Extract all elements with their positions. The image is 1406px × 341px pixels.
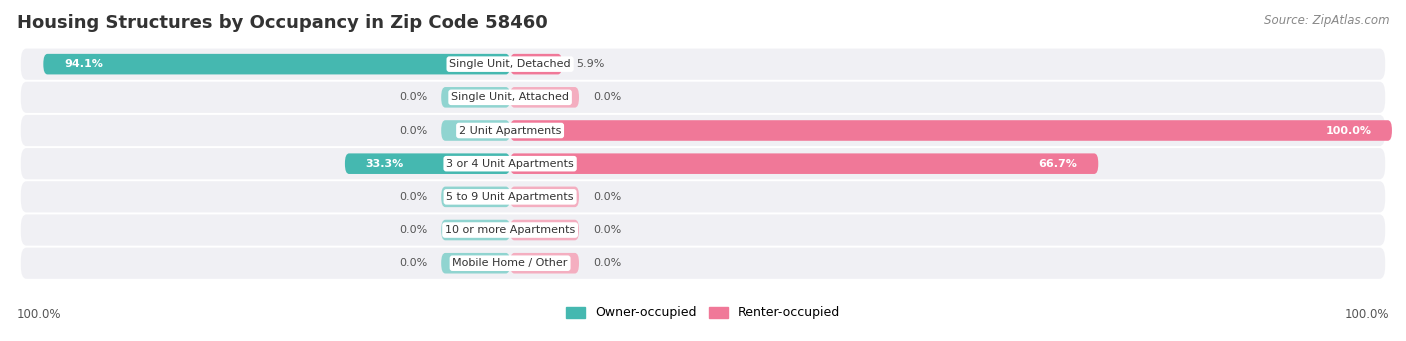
FancyBboxPatch shape [21, 148, 1385, 179]
Text: 0.0%: 0.0% [593, 192, 621, 202]
Text: 0.0%: 0.0% [399, 92, 427, 102]
Text: 0.0%: 0.0% [399, 192, 427, 202]
FancyBboxPatch shape [510, 153, 1098, 174]
Text: 0.0%: 0.0% [593, 92, 621, 102]
Text: 0.0%: 0.0% [399, 225, 427, 235]
Text: 94.1%: 94.1% [65, 59, 103, 69]
FancyBboxPatch shape [21, 181, 1385, 212]
FancyBboxPatch shape [21, 115, 1385, 146]
Text: 5 to 9 Unit Apartments: 5 to 9 Unit Apartments [446, 192, 574, 202]
FancyBboxPatch shape [441, 187, 510, 207]
FancyBboxPatch shape [510, 187, 579, 207]
FancyBboxPatch shape [510, 120, 1392, 141]
FancyBboxPatch shape [441, 220, 510, 240]
FancyBboxPatch shape [510, 54, 562, 74]
Text: Mobile Home / Other: Mobile Home / Other [453, 258, 568, 268]
Text: 33.3%: 33.3% [366, 159, 404, 169]
Text: Single Unit, Attached: Single Unit, Attached [451, 92, 569, 102]
Text: 10 or more Apartments: 10 or more Apartments [444, 225, 575, 235]
Text: 0.0%: 0.0% [399, 125, 427, 135]
FancyBboxPatch shape [510, 253, 579, 273]
Text: 100.0%: 100.0% [1344, 308, 1389, 321]
Text: 0.0%: 0.0% [593, 258, 621, 268]
Text: Housing Structures by Occupancy in Zip Code 58460: Housing Structures by Occupancy in Zip C… [17, 14, 547, 32]
FancyBboxPatch shape [21, 214, 1385, 246]
Text: Single Unit, Detached: Single Unit, Detached [450, 59, 571, 69]
FancyBboxPatch shape [44, 54, 510, 74]
FancyBboxPatch shape [21, 82, 1385, 113]
Text: 100.0%: 100.0% [17, 308, 62, 321]
Text: Source: ZipAtlas.com: Source: ZipAtlas.com [1264, 14, 1389, 27]
FancyBboxPatch shape [441, 87, 510, 108]
Text: 100.0%: 100.0% [1326, 125, 1371, 135]
FancyBboxPatch shape [441, 253, 510, 273]
Text: 5.9%: 5.9% [576, 59, 605, 69]
FancyBboxPatch shape [21, 48, 1385, 80]
FancyBboxPatch shape [510, 87, 579, 108]
Text: 66.7%: 66.7% [1039, 159, 1077, 169]
FancyBboxPatch shape [344, 153, 510, 174]
Text: 3 or 4 Unit Apartments: 3 or 4 Unit Apartments [446, 159, 574, 169]
Text: 2 Unit Apartments: 2 Unit Apartments [458, 125, 561, 135]
FancyBboxPatch shape [441, 120, 510, 141]
Legend: Owner-occupied, Renter-occupied: Owner-occupied, Renter-occupied [561, 301, 845, 324]
FancyBboxPatch shape [510, 220, 579, 240]
Text: 0.0%: 0.0% [593, 225, 621, 235]
FancyBboxPatch shape [21, 248, 1385, 279]
Text: 0.0%: 0.0% [399, 258, 427, 268]
